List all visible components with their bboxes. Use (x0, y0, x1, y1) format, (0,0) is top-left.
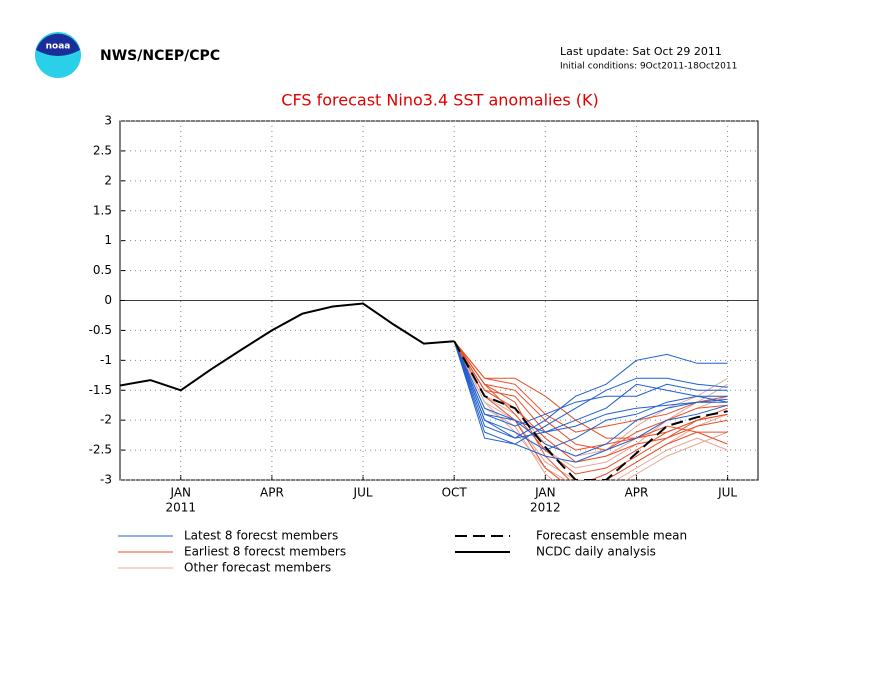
y-tick-label: -2 (100, 413, 112, 427)
legend-label: NCDC daily analysis (536, 545, 656, 559)
chart-title: CFS forecast Nino3.4 SST anomalies (K) (281, 91, 598, 110)
x-tick-label: JAN (170, 486, 192, 500)
member-line (453, 340, 728, 439)
member-line (453, 340, 728, 480)
x-year-label: 2012 (530, 501, 561, 515)
member-line (453, 341, 728, 433)
y-tick-label: 3 (104, 114, 112, 128)
member-line (453, 340, 728, 463)
member-line (453, 341, 728, 439)
y-tick-label: 1.5 (93, 203, 112, 217)
member-line (453, 340, 728, 475)
x-tick-label: JUL (353, 486, 373, 500)
legend-label: Earliest 8 forecst members (184, 545, 346, 559)
x-tick-label: APR (625, 486, 649, 500)
y-tick-label: -0.5 (89, 323, 112, 337)
x-year-label: 2011 (165, 501, 196, 515)
plot-area (120, 302, 728, 480)
x-tick-label: OCT (442, 486, 468, 500)
member-line (453, 340, 728, 457)
member-line (453, 341, 728, 427)
member-line (453, 341, 728, 439)
y-tick-label: 0.5 (93, 263, 112, 277)
x-tick-label: JAN (534, 486, 556, 500)
y-tick-label: 2.5 (93, 143, 112, 157)
y-tick-label: -1.5 (89, 383, 112, 397)
member-line (453, 340, 728, 480)
member-line (453, 340, 728, 480)
y-tick-label: -3 (100, 473, 112, 487)
init-conditions: Initial conditions: 9Oct2011-18Oct2011 (560, 62, 737, 72)
x-tick-label: APR (260, 486, 284, 500)
mean-line (453, 340, 728, 480)
y-tick-label: 1 (104, 233, 112, 247)
legend-label: Other forecast members (184, 561, 331, 575)
member-line (453, 340, 728, 480)
legend-label: Forecast ensemble mean (536, 529, 687, 543)
y-tick-label: -2.5 (89, 443, 112, 457)
member-line (453, 340, 728, 451)
member-line (453, 340, 728, 463)
logo-text: noaa (46, 42, 71, 52)
y-tick-label: 2 (104, 173, 112, 187)
logo: noaa (35, 32, 81, 78)
member-line (453, 340, 728, 480)
member-line (453, 340, 728, 451)
y-tick-label: -1 (100, 353, 112, 367)
update: Last update: Sat Oct 29 2011 (560, 45, 722, 58)
member-line (453, 341, 728, 463)
legend-label: Latest 8 forecst members (184, 529, 338, 543)
analysis-line (120, 302, 455, 392)
member-line (453, 341, 728, 451)
member-line (453, 340, 728, 469)
org-name: NWS/NCEP/CPC (100, 48, 220, 64)
x-tick-label: JUL (717, 486, 737, 500)
y-tick-label: 0 (104, 293, 112, 307)
